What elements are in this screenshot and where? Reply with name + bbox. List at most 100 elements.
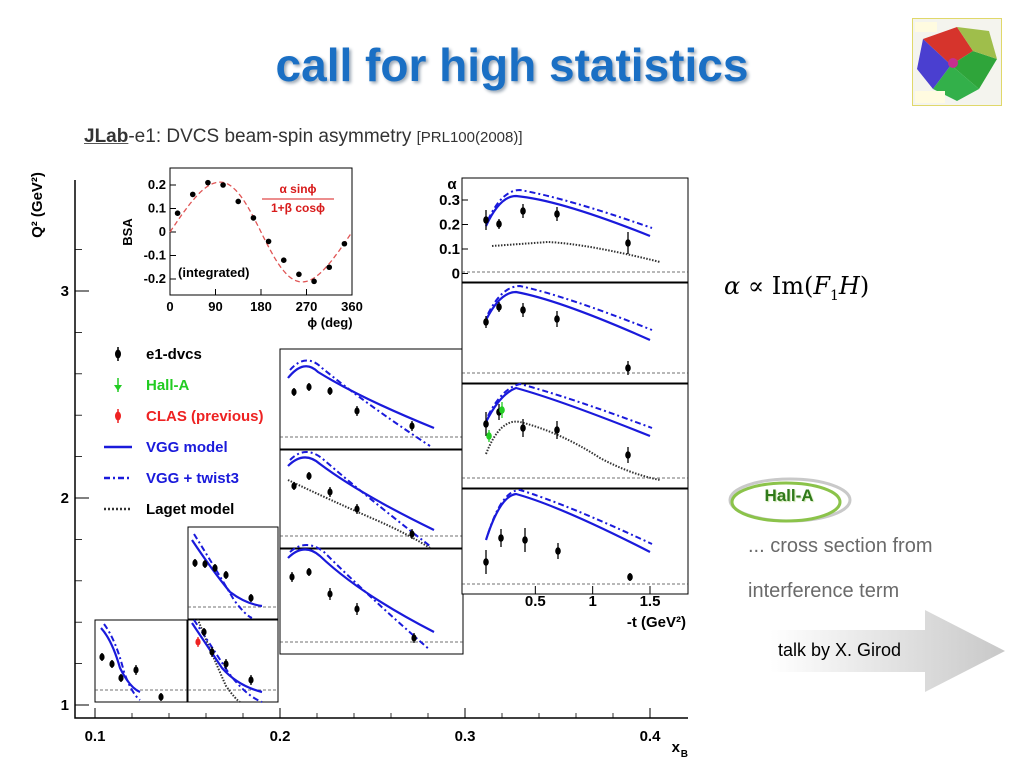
t-bin-panel: [461, 282, 689, 384]
data-point: [411, 634, 417, 642]
data-point: [118, 674, 124, 682]
laget-curve: [287, 479, 431, 549]
inset-y-label: BSA: [120, 218, 135, 246]
x-tick-label: 0.3: [455, 728, 476, 745]
inset-x-tick-label: 180: [250, 299, 272, 314]
jlab-label: JLab: [84, 126, 129, 147]
inset-annotation: (integrated): [178, 265, 250, 280]
t-bin-panel: [461, 177, 689, 283]
data-point: [625, 451, 631, 459]
alpha-tick-label: 0: [452, 266, 460, 283]
data-point: [554, 426, 560, 434]
y-tick-label: 1: [61, 697, 69, 714]
inset-data-point: [296, 271, 302, 278]
t-panel-group: [461, 488, 689, 595]
note-line-1: ... cross section from: [748, 535, 933, 557]
data-point: [555, 547, 561, 555]
t-bin-panel: [461, 488, 689, 595]
laget-curve: [191, 604, 241, 703]
main-axes: [74, 180, 688, 719]
data-point: [306, 472, 312, 480]
vgg-twist3-curve: [487, 284, 653, 331]
data-point: [354, 505, 360, 513]
formula-im: Im(: [771, 272, 814, 300]
x-tick-label: 0.4: [640, 728, 662, 745]
bin-panel: [279, 348, 464, 450]
vgg-twist3-curve: [289, 359, 431, 447]
data-point: [202, 560, 208, 568]
slide-subtitle: JLab-e1: DVCS beam-spin asymmetry [PRL10…: [84, 126, 523, 148]
inset-data-point: [205, 179, 211, 186]
inset-fit-curve: [169, 181, 353, 283]
data-point: [327, 590, 333, 598]
data-point: [486, 432, 492, 440]
inset-x-tick-label: 0: [166, 299, 173, 314]
inset-y-tick-label: -0.1: [144, 248, 166, 263]
vgg-twist3-curve: [289, 451, 431, 547]
formula-alpha: α: [724, 272, 741, 300]
vgg-twist3-curve: [289, 544, 431, 651]
data-point: [209, 648, 215, 656]
inset-data-point: [265, 238, 272, 245]
alpha-tick-label: 0.2: [439, 217, 460, 234]
data-point: [133, 666, 139, 674]
data-point: [483, 558, 489, 566]
legend-label: VGG + twist3: [146, 470, 239, 487]
inset-data-point: [341, 240, 348, 247]
inset-y-tick-label: 0: [159, 224, 166, 239]
legend-label: VGG model: [146, 439, 228, 456]
note-line-2: interference term: [748, 580, 900, 602]
halla-badge-shape: [728, 477, 852, 523]
data-point: [201, 628, 207, 636]
vgg-twist3-curve: [103, 623, 141, 701]
inset-data-point: [235, 198, 242, 205]
inset-x-tick-label: 360: [341, 299, 363, 314]
t-panel-group: [461, 282, 689, 384]
panel-group: [187, 604, 279, 703]
legend-label: Hall-A: [146, 377, 190, 394]
data-point: [223, 660, 229, 668]
panel-group: [94, 619, 188, 703]
data-point: [306, 383, 312, 391]
inset-x-label: ϕ (deg): [307, 315, 352, 330]
data-point: [354, 605, 360, 613]
bin-panel: [94, 619, 188, 703]
panel-group: [279, 544, 464, 655]
data-point: [496, 303, 502, 311]
detector-logo-icon: [912, 18, 1002, 106]
alpha-tick-label: 0.3: [439, 192, 460, 209]
data-point: [625, 239, 631, 247]
y-tick-label: 2: [61, 490, 69, 507]
data-point: [248, 676, 254, 684]
inset-fit-numerator: α sinϕ: [279, 182, 316, 196]
t-axis-tick-label: 0.5: [525, 593, 546, 610]
data-point: [212, 564, 218, 572]
subtitle-reference: [PRL100(2008)]: [416, 129, 523, 146]
legend-label: e1-dvcs: [146, 346, 202, 363]
inset-y-tick-label: 0.1: [148, 201, 166, 216]
inset-x-tick-label: 90: [208, 299, 222, 314]
vgg-curve: [485, 290, 651, 342]
vgg-curve: [484, 492, 651, 553]
legend-marker: [114, 385, 122, 391]
data-point: [520, 306, 526, 314]
data-point: [327, 488, 333, 496]
data-point: [496, 220, 502, 228]
alpha-axis-label: α: [447, 176, 457, 193]
data-point: [554, 315, 560, 323]
slide-title: call for high statistics: [275, 39, 749, 91]
legend-marker: [115, 411, 121, 421]
inset-data-point: [174, 210, 181, 216]
vgg-curve: [100, 627, 141, 694]
data-point: [627, 573, 633, 581]
formula-propto: ∝: [740, 272, 772, 300]
formula-f: F: [813, 272, 830, 300]
data-point: [223, 571, 229, 579]
t-panel-group: 0.3 0.2 0.1 0 α: [439, 176, 689, 283]
data-point: [99, 653, 105, 661]
panel-group: [279, 348, 464, 450]
data-point: [520, 424, 526, 432]
data-point: [327, 387, 333, 395]
vgg-twist3-curve: [487, 188, 653, 229]
